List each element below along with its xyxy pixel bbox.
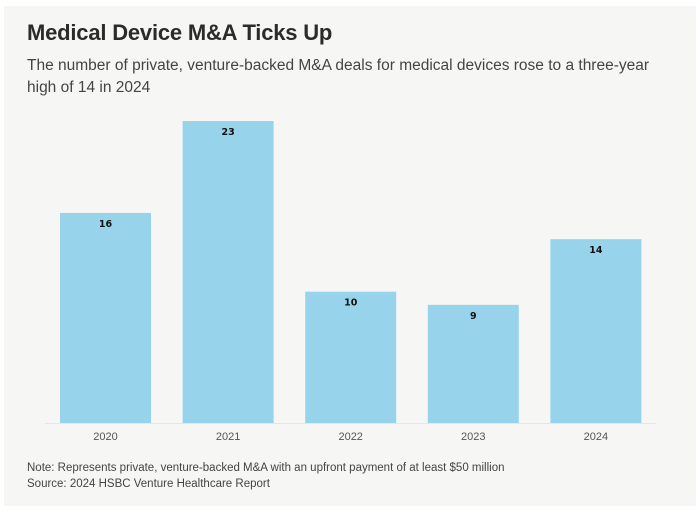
bar-2023 xyxy=(427,304,519,423)
bar-2021 xyxy=(182,121,274,423)
x-tick-2023: 2023 xyxy=(461,431,485,443)
data-label-2024: 14 xyxy=(589,245,603,256)
x-tick-2022: 2022 xyxy=(338,431,362,443)
bar-2020 xyxy=(60,212,151,423)
x-tick-2021: 2021 xyxy=(216,431,240,443)
x-tick-2020: 2020 xyxy=(93,431,117,443)
bars-group xyxy=(60,121,642,423)
chart-title: Medical Device M&A Ticks Up xyxy=(27,20,333,45)
x-tick-2024: 2024 xyxy=(584,431,608,443)
chart-footnote: Note: Represents private, venture-backed… xyxy=(27,460,505,492)
x-tick-labels-group: 2020 2021 2022 2023 2024 xyxy=(93,431,608,443)
bar-2022 xyxy=(305,291,397,423)
data-label-2022: 10 xyxy=(344,298,358,309)
data-labels-group: 16 23 10 9 14 xyxy=(99,127,603,322)
source-text: Source: 2024 HSBC Venture Healthcare Rep… xyxy=(27,478,270,490)
data-label-2023: 9 xyxy=(470,311,477,322)
note-text: Note: Represents private, venture-backed… xyxy=(27,462,505,474)
chart-subtitle: The number of private, venture-backed M&… xyxy=(27,57,650,96)
data-label-2020: 16 xyxy=(99,219,113,230)
data-label-2021: 23 xyxy=(221,127,234,138)
bar-2024 xyxy=(550,239,642,423)
